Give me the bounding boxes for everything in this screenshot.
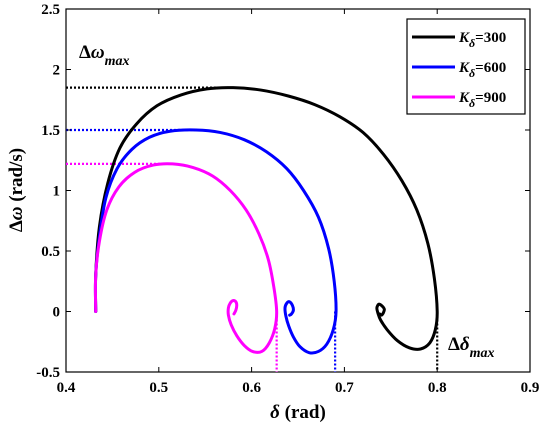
legend-subscript: δ — [469, 96, 475, 110]
y-tick-label: 2 — [53, 63, 61, 79]
axis-ticks: 0.4 0.5 0.6 0.7 0.8 0.9 -0.5 0 0.5 1 1.5 2 2.5 — [36, 2, 539, 396]
y-tick-label: 2.5 — [41, 2, 60, 18]
annotation-delta-omega-max: Δωmax — [79, 42, 130, 69]
legend-subscript: δ — [469, 66, 475, 80]
series-curves — [93, 86, 439, 355]
legend-label-1: Kδ=300 — [458, 30, 506, 50]
x-tick-label: 0.7 — [335, 380, 354, 396]
y-tick-label: 0.5 — [41, 244, 60, 260]
series-line-3 — [93, 162, 279, 354]
legend-label-2: Kδ=600 — [458, 60, 506, 80]
legend-value: =300 — [475, 30, 506, 46]
series-line-2 — [93, 128, 338, 355]
y-axis-label: Δω (rad/s) — [6, 148, 27, 232]
legend-label-3: Kδ=900 — [458, 90, 506, 110]
x-tick-label: 0.5 — [149, 380, 168, 396]
x-tick-label: 0.6 — [242, 380, 261, 396]
legend-value: =600 — [475, 60, 506, 76]
y-tick-label: 1.5 — [41, 123, 60, 139]
x-tick-label: 0.9 — [521, 380, 540, 396]
y-tick-label: 0 — [53, 305, 61, 321]
legend-subscript: δ — [469, 36, 475, 50]
legend-symbol: K — [458, 90, 470, 106]
y-tick-label: -0.5 — [36, 365, 60, 381]
legend-symbol: K — [458, 60, 470, 76]
legend-symbol: K — [458, 30, 470, 46]
series-line-1 — [93, 86, 439, 351]
x-tick-label: 0.8 — [428, 380, 447, 396]
legend-value: =900 — [475, 90, 506, 106]
annotation-delta-delta-max: Δδmax — [448, 334, 495, 361]
x-tick-label: 0.4 — [57, 380, 76, 396]
x-axis-label: δ (rad) — [270, 402, 326, 423]
y-tick-label: 1 — [53, 184, 61, 200]
